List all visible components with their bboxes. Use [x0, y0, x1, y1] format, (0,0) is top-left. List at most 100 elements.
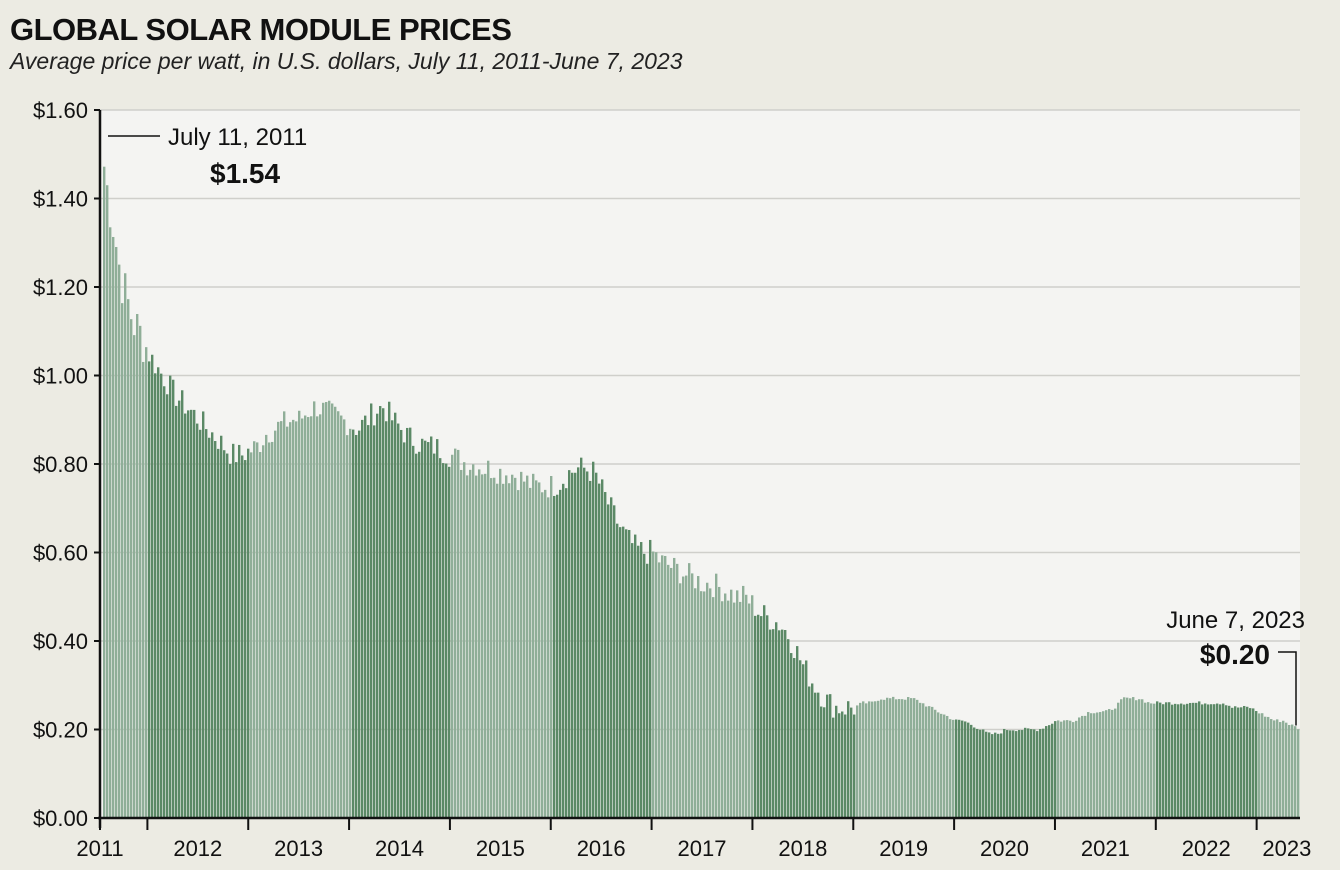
price-bar — [166, 394, 169, 818]
price-bar — [451, 454, 454, 818]
price-bar — [820, 706, 823, 818]
price-bar — [874, 701, 877, 818]
price-bar — [469, 469, 472, 818]
price-bar — [1141, 699, 1144, 818]
price-bar — [1234, 706, 1237, 818]
price-bar — [934, 709, 937, 818]
price-bar — [1246, 706, 1249, 818]
price-bar — [757, 614, 760, 818]
price-bar — [286, 426, 289, 818]
price-bar — [652, 551, 655, 818]
price-bar — [151, 354, 154, 818]
price-bar — [322, 402, 325, 818]
annotation-start-date: July 11, 2011 — [168, 124, 307, 151]
y-tick-label: $0.40 — [33, 629, 88, 654]
price-bar — [1057, 720, 1060, 818]
price-bar — [832, 717, 835, 818]
price-bar — [421, 438, 424, 818]
price-bar — [574, 472, 577, 818]
price-bar — [103, 166, 106, 818]
price-bar — [595, 472, 598, 818]
price-bar — [1075, 720, 1078, 818]
price-bar — [589, 480, 592, 818]
price-bar — [1183, 704, 1186, 818]
price-bar — [1024, 727, 1027, 818]
price-bar — [529, 487, 532, 818]
price-bar — [1171, 704, 1174, 818]
price-bar — [541, 492, 544, 818]
price-bar — [376, 413, 379, 818]
price-bar — [781, 629, 784, 818]
price-bar — [1258, 713, 1261, 818]
price-bar — [262, 445, 265, 818]
price-bar — [223, 450, 226, 818]
price-bar — [307, 417, 310, 818]
price-bar — [1099, 712, 1102, 818]
price-bar — [193, 409, 196, 818]
price-bar — [310, 416, 313, 818]
price-bar — [1066, 720, 1069, 818]
price-bar — [583, 467, 586, 818]
price-bar — [124, 273, 127, 818]
price-bar — [454, 448, 457, 818]
price-bar — [1003, 728, 1006, 818]
price-bar — [436, 439, 439, 818]
price-bar — [1018, 730, 1021, 818]
price-bar — [565, 488, 568, 818]
price-bar — [1105, 710, 1108, 818]
price-bar — [1069, 720, 1072, 818]
price-bar — [814, 692, 817, 818]
price-bar — [931, 706, 934, 818]
price-bar — [967, 722, 970, 818]
price-bar — [109, 227, 112, 818]
price-bar — [1228, 705, 1231, 818]
price-bar — [709, 588, 712, 818]
price-bar — [328, 400, 331, 818]
price-bar — [907, 697, 910, 818]
price-bar — [187, 410, 190, 818]
price-bar — [304, 415, 307, 818]
price-bar — [397, 423, 400, 818]
price-bar — [865, 703, 868, 818]
price-bar — [196, 423, 199, 818]
price-bar — [1009, 730, 1012, 818]
price-bar — [391, 420, 394, 818]
price-bar — [649, 539, 652, 818]
price-bar — [523, 481, 526, 818]
price-bar — [733, 602, 736, 818]
price-bar — [415, 453, 418, 818]
price-bar — [562, 483, 565, 818]
chart-subtitle: Average price per watt, in U.S. dollars,… — [10, 48, 683, 74]
price-bar — [466, 475, 469, 818]
price-bar — [253, 441, 256, 818]
price-bar — [1135, 700, 1138, 818]
price-bar — [622, 526, 625, 818]
price-bar — [547, 497, 550, 818]
price-bar — [535, 480, 538, 818]
price-bar — [238, 444, 241, 818]
price-bar — [895, 699, 898, 818]
price-bar — [763, 605, 766, 818]
price-bar — [517, 490, 520, 818]
price-bar — [943, 714, 946, 818]
price-bar — [1291, 724, 1294, 818]
price-bar — [778, 630, 781, 818]
price-bar — [1201, 704, 1204, 818]
price-bar — [976, 728, 979, 818]
price-bar — [706, 582, 709, 818]
x-tick-label: 2021 — [1081, 836, 1130, 861]
price-bar — [460, 469, 463, 818]
price-bar — [577, 467, 580, 818]
price-bar — [640, 542, 643, 818]
price-bar — [970, 724, 973, 818]
price-bar — [301, 418, 304, 818]
price-bar — [1261, 713, 1264, 818]
price-bar — [772, 629, 775, 818]
price-bar — [1264, 716, 1267, 818]
price-bar — [868, 701, 871, 818]
price-bar — [1114, 708, 1117, 818]
price-bar — [769, 629, 772, 818]
axes — [98, 110, 1300, 828]
price-bar — [364, 415, 367, 818]
